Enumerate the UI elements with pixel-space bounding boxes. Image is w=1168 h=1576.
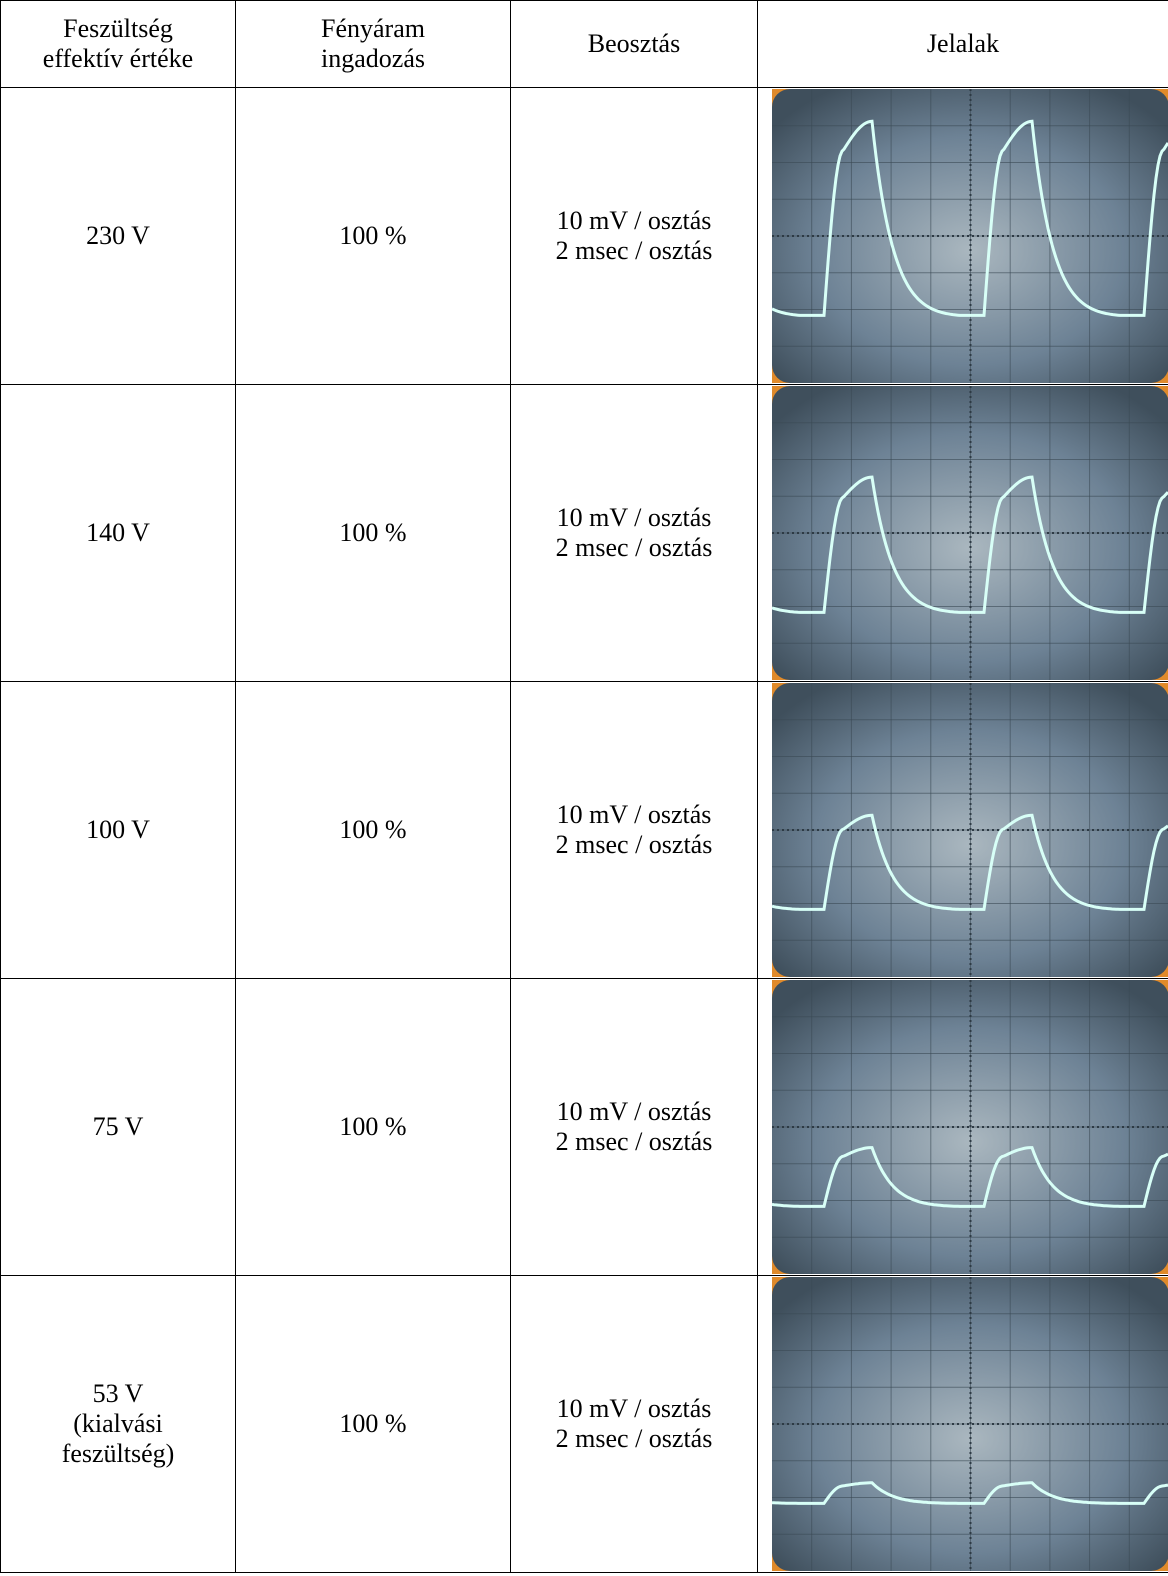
cell-line: (kialvási <box>1 1409 235 1439</box>
cell-line: Beosztás <box>511 29 757 59</box>
table: Feszültségeffektív értékeFényáramingadoz… <box>0 0 1168 1573</box>
cell-line: effektív értéke <box>1 44 235 74</box>
cell-line: 10 mV / osztás <box>511 1097 757 1127</box>
voltage-cell: 230 V <box>1 88 236 385</box>
cell-line: 2 msec / osztás <box>511 236 757 266</box>
flicker-cell: 100 % <box>236 979 511 1276</box>
waveform-cell <box>758 385 1168 682</box>
cell-line: Feszültség <box>1 14 235 44</box>
cell-line: 75 V <box>1 1112 235 1142</box>
voltage-cell: 100 V <box>1 682 236 979</box>
cell-line: 2 msec / osztás <box>511 1424 757 1454</box>
oscilloscope-image <box>772 1277 1168 1571</box>
page: Feszültségeffektív értékeFényáramingadoz… <box>0 0 1168 1576</box>
voltage-cell: 75 V <box>1 979 236 1276</box>
waveform-cell <box>758 88 1168 385</box>
cell-line: 2 msec / osztás <box>511 1127 757 1157</box>
oscilloscope-image <box>772 980 1168 1274</box>
cell-line: 53 V <box>1 1379 235 1409</box>
header-cell: Jelalak <box>758 1 1168 88</box>
flicker-cell: 100 % <box>236 682 511 979</box>
cell-line: 2 msec / osztás <box>511 830 757 860</box>
oscilloscope-image <box>772 683 1168 977</box>
cell-line: 230 V <box>1 221 235 251</box>
cell-line: 140 V <box>1 518 235 548</box>
waveform-cell <box>758 979 1168 1276</box>
cell-line: 10 mV / osztás <box>511 800 757 830</box>
cell-line: 100 V <box>1 815 235 845</box>
waveform-cell <box>758 682 1168 979</box>
cell-line: 10 mV / osztás <box>511 206 757 236</box>
flicker-cell: 100 % <box>236 1276 511 1573</box>
cell-line: ingadozás <box>236 44 510 74</box>
flicker-cell: 100 % <box>236 385 511 682</box>
cell-line: feszültség) <box>1 1439 235 1469</box>
header-cell: Beosztás <box>511 1 758 88</box>
flicker-cell: 100 % <box>236 88 511 385</box>
voltage-cell: 140 V <box>1 385 236 682</box>
oscilloscope-image <box>772 89 1168 383</box>
cell-line: Jelalak <box>758 29 1168 59</box>
cell-line: Fényáram <box>236 14 510 44</box>
cell-line: 10 mV / osztás <box>511 1394 757 1424</box>
cell-line: 10 mV / osztás <box>511 503 757 533</box>
waveform-cell <box>758 1276 1168 1573</box>
oscilloscope-image <box>772 386 1168 680</box>
cell-line: 2 msec / osztás <box>511 533 757 563</box>
